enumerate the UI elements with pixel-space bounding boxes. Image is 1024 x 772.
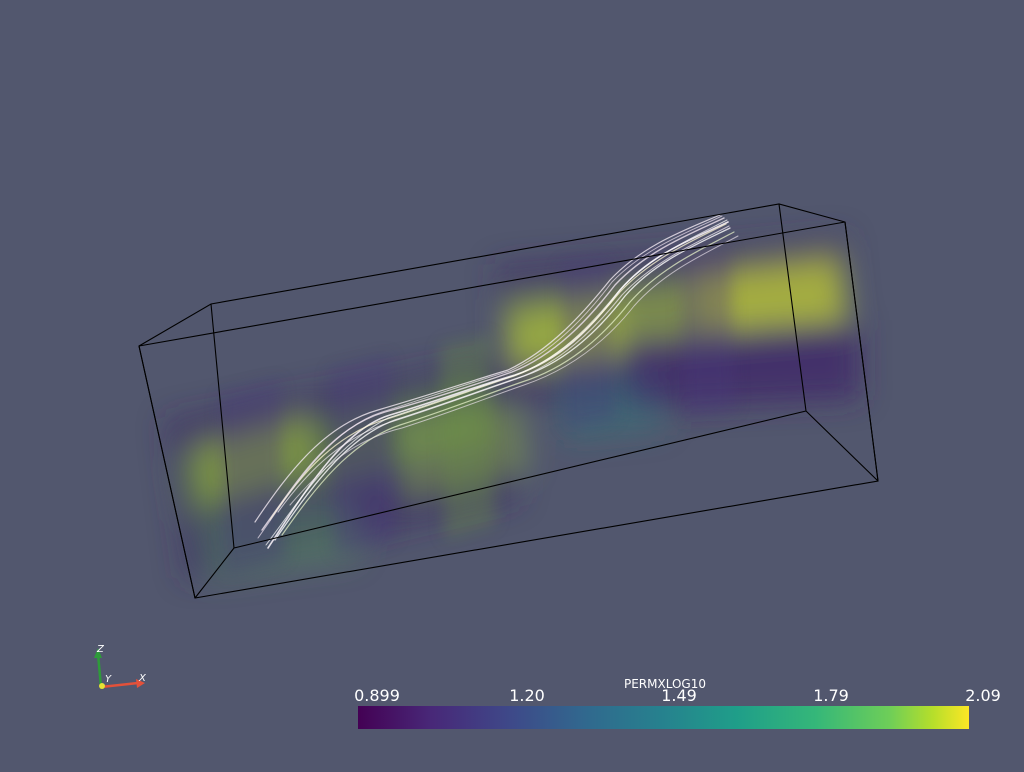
x-axis-arrow <box>136 679 145 688</box>
scalar-bar-tick-3: 1.79 <box>813 686 849 705</box>
z-axis-label: Z <box>96 644 105 655</box>
orientation-axes: Z Y X <box>94 644 147 689</box>
scalar-bar-title: PERMXLOG10 <box>623 677 706 691</box>
y-axis-label: Y <box>105 674 112 685</box>
bounding-box-outline <box>138 203 879 599</box>
x-axis-line <box>100 681 139 689</box>
scalar-bar-tick-4: 2.09 <box>965 686 1001 705</box>
x-axis-label: X <box>138 673 147 684</box>
z-axis-arrow <box>94 648 102 658</box>
scalar-bar-tick-0: 0.899 <box>354 686 400 705</box>
scalar-bar-tick-1: 1.20 <box>509 686 545 705</box>
streamlines <box>254 214 739 549</box>
y-axis-dot <box>99 683 105 689</box>
scalar-bar-gradient <box>358 706 969 729</box>
z-axis-line <box>96 653 103 688</box>
scalar-bar-tick-2: 1.49 <box>661 686 697 705</box>
